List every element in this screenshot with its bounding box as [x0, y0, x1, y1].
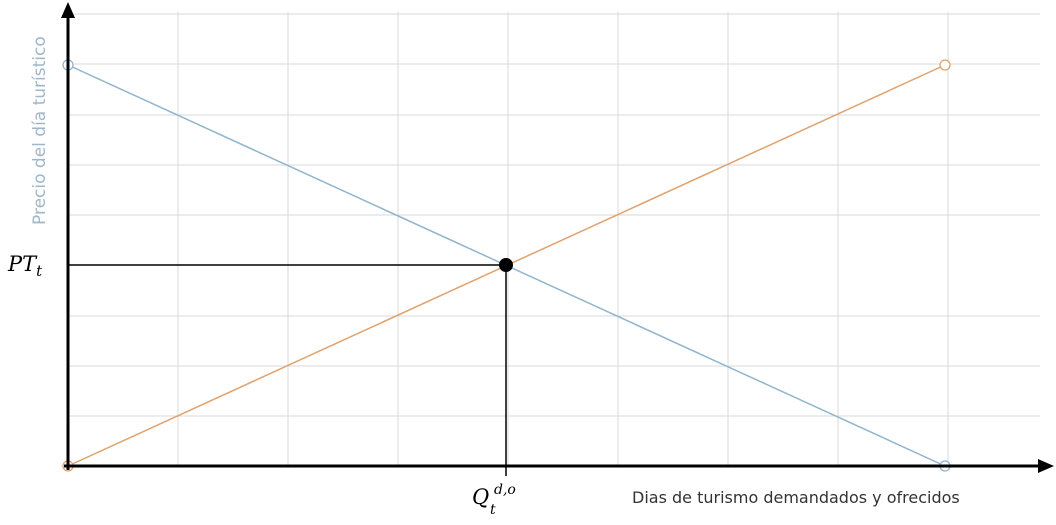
quantity-base: Q: [472, 485, 489, 509]
y-axis-label: Precio del día turístico: [30, 36, 50, 225]
grid: [68, 12, 1040, 466]
price-base: PT: [7, 252, 38, 276]
quantity-subscript: t: [490, 502, 496, 518]
price-subscript: t: [36, 262, 43, 280]
x-axis-label: Dias de turismo demandados y ofrecidos: [632, 488, 960, 507]
y-axis-arrow: [61, 2, 75, 18]
quantity-label: Qt d,o: [472, 482, 516, 518]
equilibrium-point: [499, 258, 513, 272]
price-label: PTt: [7, 252, 43, 280]
x-axis-arrow: [1038, 459, 1054, 473]
supply-endpoint: [939, 59, 951, 71]
quantity-superscript: d,o: [494, 482, 516, 498]
